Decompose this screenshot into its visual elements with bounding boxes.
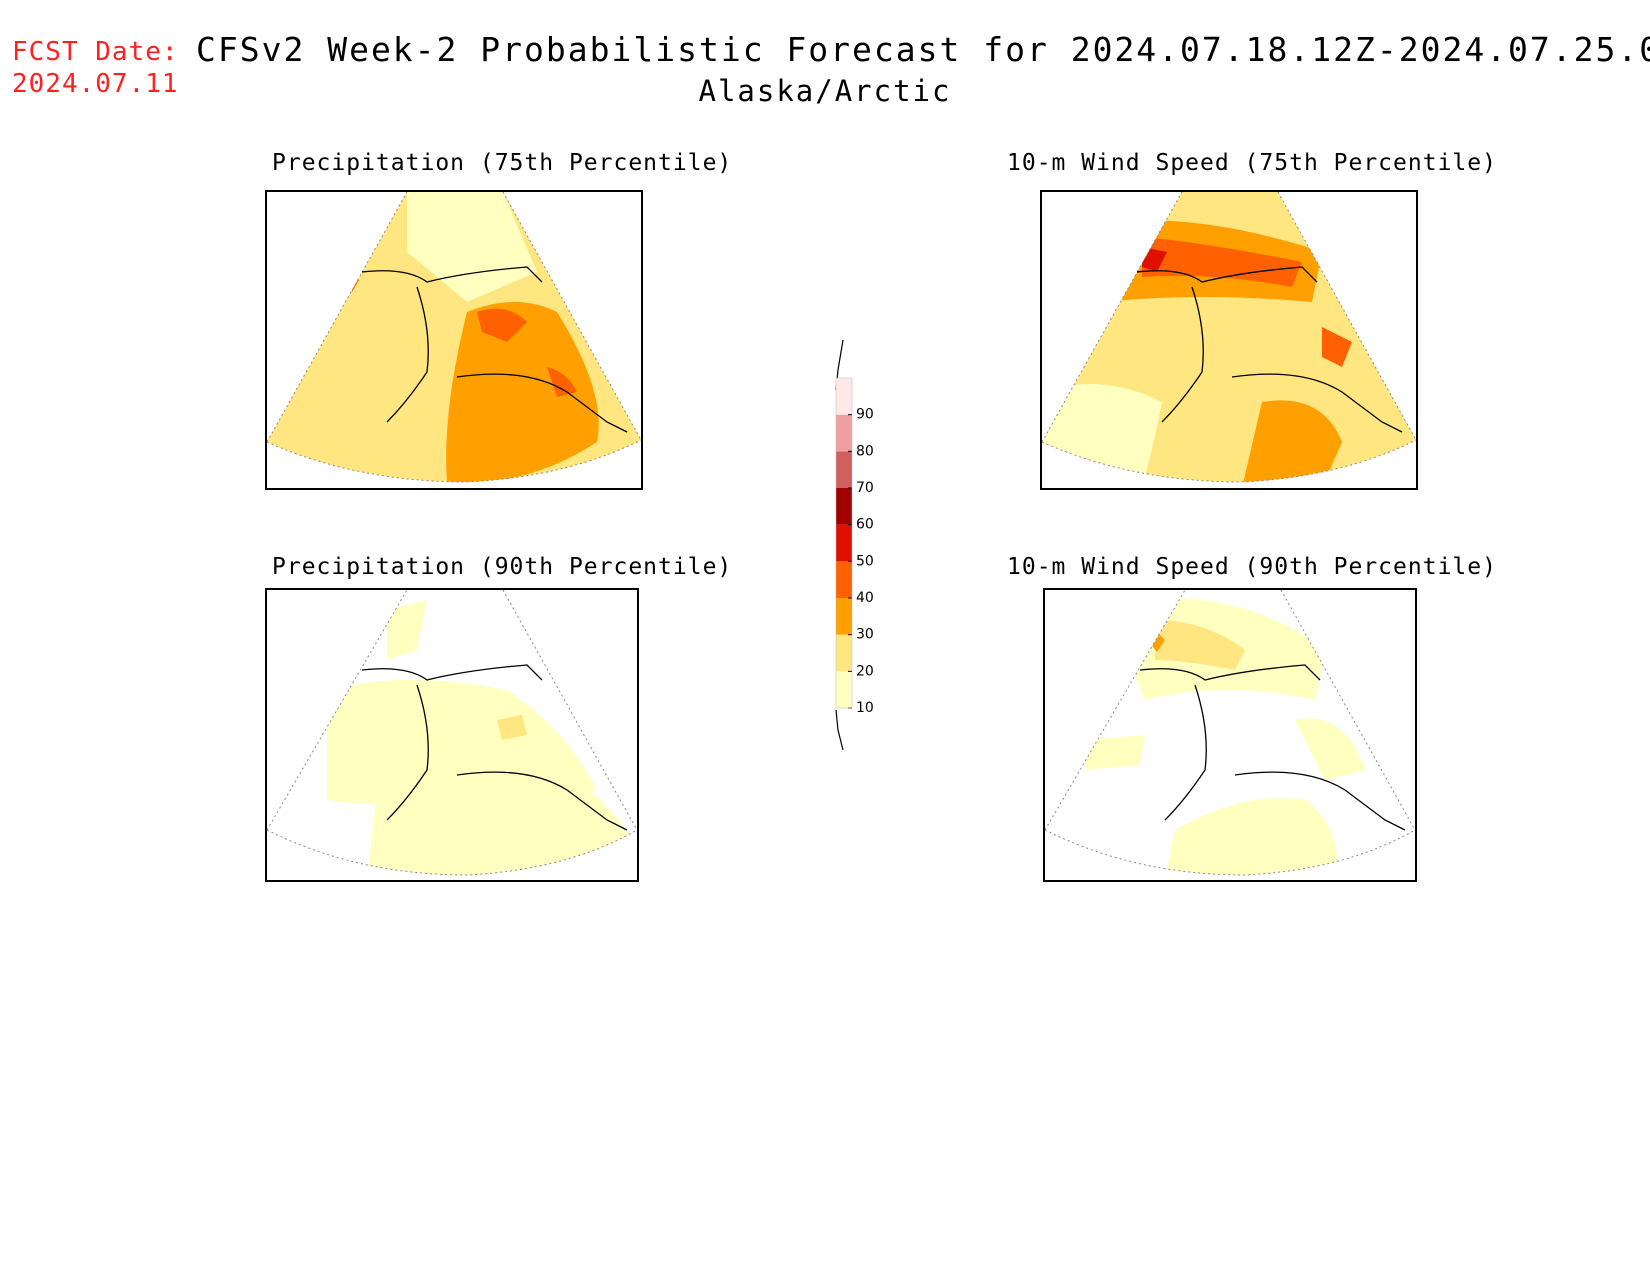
legend-swatch-40 (836, 561, 852, 598)
map-precip75 (267, 192, 641, 483)
contour-fill-30 (446, 302, 599, 482)
contour-fill-40 (1322, 327, 1352, 367)
legend-swatch-30 (836, 598, 852, 635)
legend-swatch-20 (836, 634, 852, 672)
legend-label-90: 90 (856, 407, 874, 423)
contour-fill-40 (547, 367, 577, 397)
panel-title-wind75: 10-m Wind Speed (75th Percentile) (1007, 150, 1497, 176)
forecast-date-block: FCST Date: 2024.07.11 (12, 36, 179, 100)
coastline (361, 664, 628, 831)
coastline (1136, 266, 1403, 433)
contour-fill-20 (1155, 620, 1245, 670)
legend-swatch-60 (836, 488, 852, 525)
legend-swatch-50 (836, 524, 852, 562)
legend-swatch-80 (836, 414, 852, 452)
map-panel-wind75 (1040, 190, 1418, 490)
figure-region: Alaska/Arctic (698, 74, 952, 108)
contour-fill-20 (497, 715, 527, 740)
legend-frame (835, 377, 853, 709)
map-panel-wind90 (1043, 588, 1417, 882)
panel-title-wind90: 10-m Wind Speed (90th Percentile) (1007, 554, 1497, 580)
panel-title-precip90: Precipitation (90th Percentile) (272, 554, 733, 580)
forecast-date-label: FCST Date: (12, 37, 179, 67)
figure-title: CFSv2 Week-2 Probabilistic Forecast for … (196, 30, 1650, 69)
legend-label-60: 60 (856, 517, 874, 533)
legend-swatch-90 (836, 378, 852, 415)
legend-label-10: 10 (856, 700, 874, 716)
legend-label-50: 50 (856, 553, 874, 569)
graticule (1045, 590, 1415, 876)
map-panel-precip90 (265, 588, 639, 882)
legend-label-80: 80 (856, 443, 874, 459)
panel-title-precip75: Precipitation (75th Percentile) (272, 150, 733, 176)
color-legend: 10 20 30 40 50 60 70 80 90 (800, 330, 880, 751)
graticule (267, 590, 637, 876)
legend-label-20: 20 (856, 663, 874, 679)
contour-fill-10 (1165, 798, 1337, 875)
contour-fill-10 (1042, 384, 1162, 482)
contour-fill-40 (477, 308, 527, 342)
contour-fill-10 (407, 192, 537, 302)
contour-fill-10 (327, 680, 597, 804)
legend-swatch-10 (836, 671, 852, 708)
forecast-date-value: 2024.07.11 (12, 69, 179, 99)
legend-bar: 10 20 30 40 50 60 70 80 90 (835, 339, 874, 751)
contour-fill-10 (1295, 718, 1365, 780)
contour-fill-40 (1142, 237, 1302, 287)
legend-label-30: 30 (856, 627, 874, 643)
legend-bottom-cap (835, 709, 844, 751)
graticule (1042, 192, 1416, 483)
map-wind75 (1042, 192, 1416, 483)
map-panel-precip75 (265, 190, 643, 490)
contour-fill-10 (1085, 735, 1145, 770)
graticule (267, 192, 641, 483)
legend-label-40: 40 (856, 590, 874, 606)
coastline (1139, 664, 1406, 831)
legend-swatch-70 (836, 451, 852, 488)
contour-fill-30 (1242, 400, 1342, 482)
legend-label-70: 70 (856, 480, 874, 496)
map-wind90 (1045, 590, 1415, 876)
coastline (361, 266, 628, 433)
map-precip90 (267, 590, 637, 876)
contour-fill-10 (387, 600, 427, 660)
